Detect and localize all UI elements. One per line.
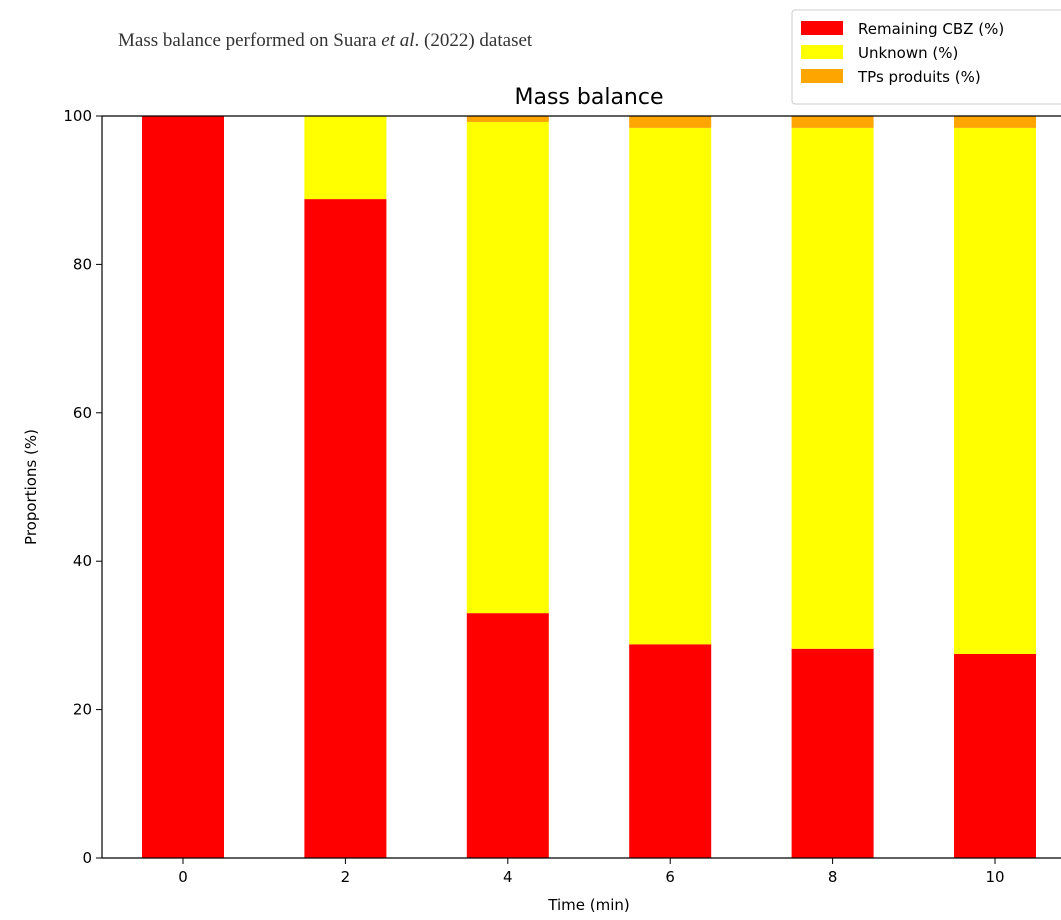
caption-suffix: . (2022) dataset (414, 30, 533, 51)
caption-prefix: Mass balance performed on Suara (118, 30, 382, 51)
bar-segment-1-t8 (791, 648, 874, 858)
bar-segment-2-t2 (304, 116, 387, 200)
x-axis-label: Time (min) (547, 896, 629, 914)
y-tick-label-80: 80 (73, 255, 92, 273)
bar-segment-2-t4 (466, 121, 549, 614)
bar-segment-1-t2 (304, 199, 387, 859)
figure-caption: Mass balance performed on Suara et al. (… (118, 30, 532, 52)
bars-group (142, 116, 1036, 859)
x-tick-label-0: 0 (178, 868, 188, 886)
bar-segment-3-t4 (466, 116, 549, 122)
bar-segment-2-t6 (629, 127, 712, 645)
bar-segment-2-t10 (954, 127, 1036, 654)
y-tick-label-100: 100 (63, 107, 92, 125)
y-tick-label-20: 20 (73, 701, 92, 719)
bar-segment-3-t10 (954, 116, 1036, 128)
legend-swatch-3 (801, 69, 843, 83)
y-axis-label: Proportions (%) (22, 429, 40, 545)
bar-segment-1-t6 (629, 644, 712, 858)
bar-segment-3-t8 (791, 116, 874, 128)
legend-swatch-1 (801, 21, 843, 35)
legend-label-1: Remaining CBZ (%) (858, 20, 1004, 38)
x-tick-label-2: 2 (341, 868, 351, 886)
bar-segment-1-t4 (466, 613, 549, 858)
y-tick-label-40: 40 (73, 552, 92, 570)
legend-box (791, 9, 1061, 105)
legend-swatch-2 (801, 45, 843, 59)
legend-label-3: TPs produits (%) (857, 68, 981, 86)
x-tick-label-6: 6 (665, 868, 675, 886)
y-tick-label-60: 60 (73, 404, 92, 422)
x-tick-label-10: 10 (985, 868, 1004, 886)
bar-segment-1-t0 (142, 116, 224, 858)
x-tick-label-8: 8 (828, 868, 838, 886)
bar-segment-2-t8 (791, 127, 874, 649)
x-tick-label-4: 4 (503, 868, 513, 886)
y-tick-label-0: 0 (82, 849, 92, 867)
legend-label-2: Unknown (%) (858, 44, 958, 62)
legend: Remaining CBZ (%) Unknown (%) TPs produits… (791, 9, 1061, 105)
bar-segment-3-t6 (629, 116, 712, 128)
axes-group: 0 20 40 60 80 100 0 2 4 6 8 10 (63, 107, 1061, 886)
bar-segment-1-t10 (954, 653, 1036, 858)
chart-title: Mass balance (515, 85, 664, 110)
caption-italic: et al (381, 30, 415, 51)
